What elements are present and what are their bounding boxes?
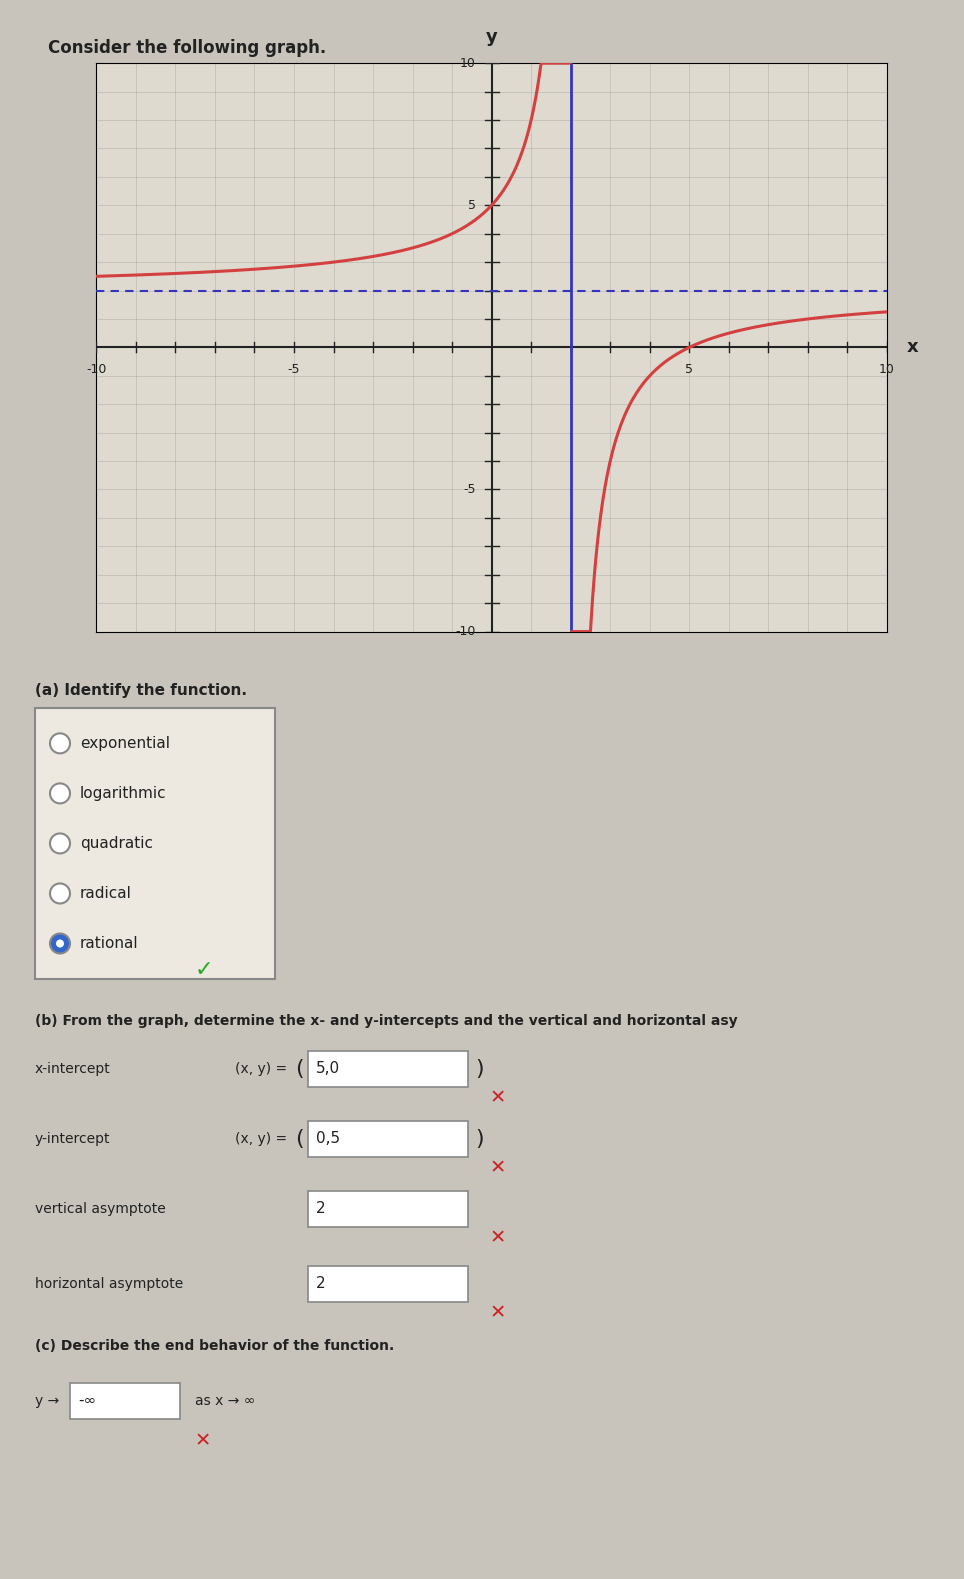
Text: horizontal asymptote: horizontal asymptote bbox=[35, 1277, 183, 1290]
Text: -5: -5 bbox=[464, 483, 476, 496]
Text: -∞: -∞ bbox=[78, 1393, 96, 1408]
Text: ✕: ✕ bbox=[195, 1431, 211, 1450]
Text: Consider the following graph.: Consider the following graph. bbox=[48, 39, 327, 57]
Text: 10: 10 bbox=[879, 363, 895, 376]
Bar bbox=[70, 1383, 180, 1420]
Text: 2: 2 bbox=[316, 1276, 326, 1292]
Text: (x, y) =: (x, y) = bbox=[235, 1061, 287, 1075]
Text: exponential: exponential bbox=[80, 736, 170, 752]
Text: (c) Describe the end behavior of the function.: (c) Describe the end behavior of the fun… bbox=[35, 1339, 394, 1353]
Circle shape bbox=[56, 940, 64, 947]
Circle shape bbox=[50, 733, 70, 753]
Circle shape bbox=[50, 834, 70, 853]
Text: (: ( bbox=[295, 1129, 304, 1148]
Text: -10: -10 bbox=[455, 625, 476, 638]
Text: y →: y → bbox=[35, 1394, 59, 1408]
Bar bbox=[308, 1050, 468, 1086]
Text: logarithmic: logarithmic bbox=[80, 786, 167, 801]
Text: 2: 2 bbox=[316, 1202, 326, 1216]
Text: ✕: ✕ bbox=[490, 1159, 506, 1178]
Text: ✕: ✕ bbox=[490, 1228, 506, 1247]
Text: 5,0: 5,0 bbox=[316, 1061, 340, 1077]
Text: (: ( bbox=[295, 1058, 304, 1078]
Text: 5: 5 bbox=[468, 199, 476, 212]
Text: ): ) bbox=[475, 1058, 484, 1078]
Bar bbox=[308, 1191, 468, 1227]
Bar bbox=[308, 1121, 468, 1157]
Text: vertical asymptote: vertical asymptote bbox=[35, 1202, 166, 1216]
Bar bbox=[308, 1266, 468, 1301]
Text: y-intercept: y-intercept bbox=[35, 1132, 111, 1146]
Text: 0,5: 0,5 bbox=[316, 1131, 340, 1146]
Text: (x, y) =: (x, y) = bbox=[235, 1132, 287, 1146]
Text: 10: 10 bbox=[460, 57, 476, 69]
Text: ✓: ✓ bbox=[195, 960, 214, 981]
Text: quadratic: quadratic bbox=[80, 835, 153, 851]
Text: x-intercept: x-intercept bbox=[35, 1061, 111, 1075]
Text: rational: rational bbox=[80, 936, 139, 951]
Text: y: y bbox=[486, 28, 497, 46]
Circle shape bbox=[50, 884, 70, 903]
Circle shape bbox=[50, 933, 70, 954]
Text: 5: 5 bbox=[685, 363, 693, 376]
Text: radical: radical bbox=[80, 886, 132, 902]
Circle shape bbox=[50, 783, 70, 804]
Text: (b) From the graph, determine the x- and y-intercepts and the vertical and horiz: (b) From the graph, determine the x- and… bbox=[35, 1014, 737, 1028]
Bar bbox=[35, 709, 275, 979]
Text: ✕: ✕ bbox=[490, 1088, 506, 1107]
Text: (a) Identify the function.: (a) Identify the function. bbox=[35, 684, 247, 698]
Text: -10: -10 bbox=[86, 363, 107, 376]
Text: ✕: ✕ bbox=[490, 1304, 506, 1323]
Text: ): ) bbox=[475, 1129, 484, 1148]
Text: -5: -5 bbox=[288, 363, 300, 376]
Text: as x → ∞: as x → ∞ bbox=[195, 1394, 255, 1408]
Text: x: x bbox=[906, 338, 919, 357]
